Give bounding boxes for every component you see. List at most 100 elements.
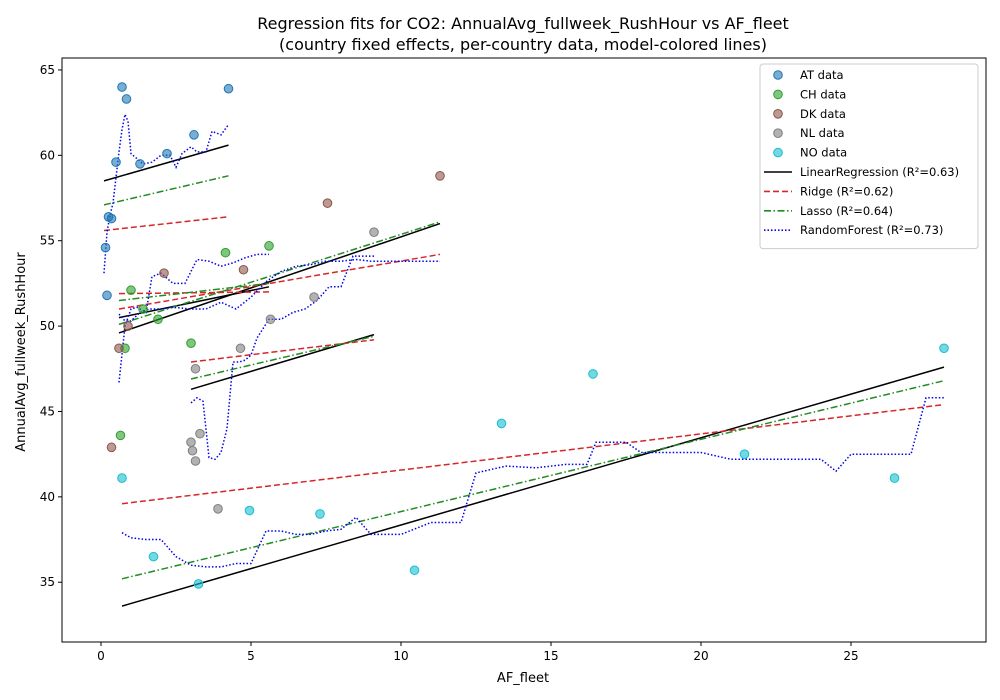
data-point [111,157,121,167]
data-point [106,213,117,224]
chart-subtitle: (country fixed effects, per-country data… [279,35,767,54]
y-tick-label: 60 [40,148,55,162]
fit-line-5-2 [118,222,441,334]
data-point [126,285,136,296]
data-point [115,430,126,441]
data-point [135,159,145,169]
plot-frame [61,57,987,643]
data-point [123,321,133,331]
y-tick-label: 45 [40,404,55,418]
data-point [100,242,111,253]
fit-line-8-4 [121,397,944,568]
legend-label: NO data [800,146,847,160]
data-point [223,83,234,94]
x-tick-label: 15 [543,649,558,663]
fit-lines [103,111,945,607]
data-point [186,437,196,448]
y-tick-label: 65 [40,63,55,77]
data-point [190,456,201,466]
data-point [114,343,124,354]
data-point [213,504,223,514]
data-point [235,343,246,354]
legend-label: NL data [800,126,845,140]
legend-label: Ridge (R²=0.62) [800,184,893,198]
y-tick-label: 55 [40,234,55,248]
y-axis-label: AnnualAvg_fullweek_RushHour [14,252,29,452]
x-tick-label: 0 [97,649,105,663]
data-point [195,428,205,439]
data-point [153,314,163,325]
legend-marker [773,128,783,138]
fit-line-5-4 [121,366,945,607]
data-point [190,363,201,374]
x-tick-label: 5 [247,649,255,663]
legend: AT data CH data DK data NL data NO data Linea… [759,63,979,250]
fit-line-8-2 [118,258,440,322]
fit-line-6-2 [118,253,441,310]
data-point [739,449,750,459]
legend-box [759,63,979,250]
data-point [322,198,333,208]
data-point [102,290,112,301]
data-point [117,473,127,483]
data-point [409,565,420,576]
legend-marker [773,147,783,158]
data-point [369,227,379,237]
data-point [588,369,598,379]
fit-line-6-0 [103,216,229,232]
fit-line-8-3 [190,255,374,461]
data-point [159,268,169,278]
legend-marker [773,109,783,119]
axis-ticks: 0 5 10 15 20 25 35 40 45 50 55 60 65 [40,63,859,663]
data-point [939,343,949,354]
x-axis-label: AF_fleet [497,671,549,686]
data-point [244,505,255,516]
fit-line-8-0 [103,111,230,274]
data-point [121,94,132,104]
data-point [435,171,445,181]
data-point [220,247,231,258]
data-point [309,292,319,302]
data-point [315,509,325,519]
y-tick-label: 35 [40,575,55,589]
legend-marker [773,89,783,100]
y-tick-label: 40 [40,490,55,504]
data-point [238,264,249,275]
data-point [138,304,148,314]
legend-label: AT data [800,68,844,82]
legend-label: CH data [800,87,846,101]
data-point [117,82,127,92]
x-tick-label: 20 [693,649,708,663]
data-point [265,314,276,325]
fit-line-7-0 [103,175,229,206]
x-tick-label: 25 [843,649,858,663]
data-point [496,418,507,429]
legend-label: DK data [800,107,846,121]
legend-label: RandomForest (R²=0.73) [800,223,943,237]
fit-line-7-3 [190,335,375,380]
data-point [162,148,172,159]
fit-line-8-1 [118,253,269,383]
data-points [100,82,949,589]
fit-line-7-1 [118,282,270,302]
fit-line-6-1 [118,291,270,295]
data-point [193,579,204,589]
data-point [186,338,196,348]
fit-line-7-4 [121,379,945,580]
data-point [264,241,274,251]
data-point [189,130,199,140]
legend-label: LinearRegression (R²=0.63) [800,165,959,179]
fit-line-6-3 [190,339,375,363]
y-tick-label: 50 [40,319,55,333]
x-tick-label: 10 [393,649,408,663]
fit-line-6-4 [121,403,945,505]
fit-line-5-0 [103,144,229,182]
legend-marker [773,70,783,80]
data-point [187,445,198,456]
chart-title: Regression fits for CO2: AnnualAvg_fullw… [257,14,789,34]
legend-label: Lasso (R²=0.64) [800,204,893,218]
data-point [889,473,900,483]
data-point [106,442,117,453]
data-point [148,551,159,562]
